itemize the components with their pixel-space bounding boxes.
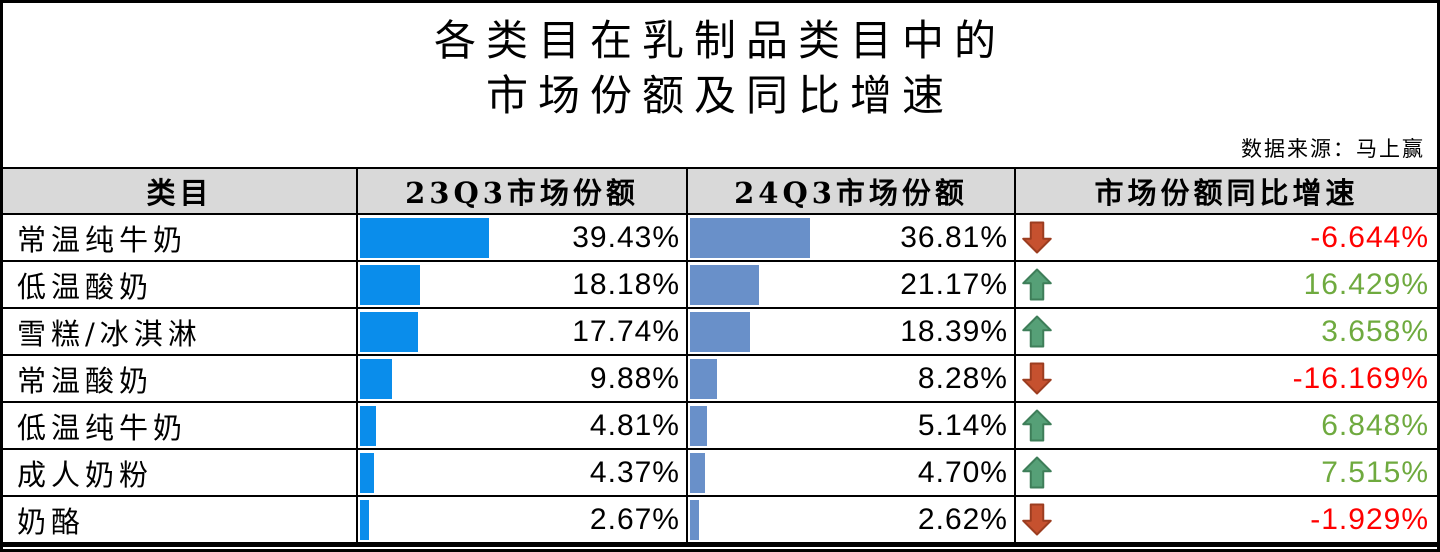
share-23q3-value: 39.43% — [572, 220, 680, 254]
data-bar-23q3 — [360, 312, 419, 352]
market-share-table: 类目 23Q3市场份额 24Q3市场份额 市场份额同比增速 常温纯牛奶 39.4… — [3, 167, 1437, 547]
share-23q3-value: 4.81% — [589, 408, 680, 442]
share-24q3-value: 36.81% — [900, 220, 1008, 254]
category-cell: 雪糕/冰淇淋 — [3, 309, 358, 356]
yoy-growth-value: -16.169% — [1292, 361, 1429, 395]
data-bar-23q3 — [360, 359, 393, 399]
trend-up-icon — [1022, 268, 1052, 301]
yoy-growth-cell: -1.929% — [1016, 497, 1437, 544]
share-23q3-value: 4.37% — [589, 455, 680, 489]
yoy-growth-value: 16.429% — [1303, 267, 1429, 301]
data-bar-24q3 — [690, 500, 699, 540]
share-23q3-cell: 18.18% — [358, 262, 688, 309]
data-bar-23q3 — [360, 218, 490, 258]
category-cell: 低温酸奶 — [3, 262, 358, 309]
trend-up-icon — [1022, 315, 1052, 348]
trend-indicator — [1022, 456, 1052, 489]
yoy-growth-value: -1.929% — [1310, 502, 1429, 536]
share-24q3-cell: 5.14% — [688, 403, 1016, 450]
trend-down-icon — [1022, 221, 1052, 254]
share-23q3-cell: 17.74% — [358, 309, 688, 356]
share-23q3-cell: 4.37% — [358, 450, 688, 497]
data-bar-24q3 — [690, 265, 759, 305]
data-bar-24q3 — [690, 359, 717, 399]
share-24q3-cell: 36.81% — [688, 215, 1016, 262]
share-24q3-value: 5.14% — [917, 408, 1008, 442]
yoy-growth-cell: 3.658% — [1016, 309, 1437, 356]
column-header-23q3-share: 23Q3市场份额 — [358, 169, 688, 215]
data-bar-24q3 — [690, 453, 706, 493]
trend-down-icon — [1022, 503, 1052, 536]
share-24q3-value: 2.62% — [917, 502, 1008, 536]
share-23q3-cell: 39.43% — [358, 215, 688, 262]
share-24q3-value: 4.70% — [917, 455, 1008, 489]
share-24q3-value: 21.17% — [900, 267, 1008, 301]
data-bar-23q3 — [360, 406, 376, 446]
data-bar-24q3 — [690, 312, 750, 352]
chart-title-line-2: 市场份额及同比增速 — [485, 71, 954, 121]
data-bar-23q3 — [360, 265, 420, 305]
data-bar-24q3 — [690, 218, 810, 258]
yoy-growth-cell: 7.515% — [1016, 450, 1437, 497]
trend-indicator — [1022, 409, 1052, 442]
share-24q3-value: 18.39% — [900, 314, 1008, 348]
share-24q3-cell: 8.28% — [688, 356, 1016, 403]
data-bar-23q3 — [360, 453, 375, 493]
share-24q3-cell: 4.70% — [688, 450, 1016, 497]
yoy-growth-cell: -16.169% — [1016, 356, 1437, 403]
column-header-24q3-share: 24Q3市场份额 — [688, 169, 1016, 215]
column-header-yoy-growth: 市场份额同比增速 — [1016, 169, 1437, 215]
trend-indicator — [1022, 221, 1052, 254]
yoy-growth-cell: -6.644% — [1016, 215, 1437, 262]
category-cell: 常温酸奶 — [3, 356, 358, 403]
trend-indicator — [1022, 362, 1052, 395]
yoy-growth-value: 3.658% — [1321, 314, 1429, 348]
yoy-growth-cell: 16.429% — [1016, 262, 1437, 309]
trend-indicator — [1022, 268, 1052, 301]
share-24q3-cell: 18.39% — [688, 309, 1016, 356]
share-24q3-cell: 2.62% — [688, 497, 1016, 544]
share-23q3-value: 18.18% — [572, 267, 680, 301]
trend-up-icon — [1022, 409, 1052, 442]
trend-up-icon — [1022, 456, 1052, 489]
category-cell: 奶酪 — [3, 497, 358, 544]
chart-title-line-1: 各类目在乳制品类目中的 — [433, 16, 1006, 65]
yoy-growth-value: 6.848% — [1321, 408, 1429, 442]
share-23q3-value: 2.67% — [589, 502, 680, 536]
data-bar-23q3 — [360, 500, 369, 540]
data-bar-24q3 — [690, 406, 707, 446]
share-24q3-value: 8.28% — [917, 361, 1008, 395]
chart-title: 各类目在乳制品类目中的 市场份额及同比增速 — [3, 3, 1437, 133]
trend-indicator — [1022, 503, 1052, 536]
share-23q3-cell: 4.81% — [358, 403, 688, 450]
category-cell: 常温纯牛奶 — [3, 215, 358, 262]
data-source-label: 数据来源：马上赢 — [1241, 137, 1425, 161]
yoy-growth-value: 7.515% — [1321, 455, 1429, 489]
yoy-growth-cell: 6.848% — [1016, 403, 1437, 450]
share-23q3-cell: 2.67% — [358, 497, 688, 544]
yoy-growth-value: -6.644% — [1310, 220, 1429, 254]
trend-down-icon — [1022, 362, 1052, 395]
category-cell: 成人奶粉 — [3, 450, 358, 497]
share-23q3-value: 17.74% — [572, 314, 680, 348]
share-23q3-cell: 9.88% — [358, 356, 688, 403]
share-24q3-cell: 21.17% — [688, 262, 1016, 309]
category-cell: 低温纯牛奶 — [3, 403, 358, 450]
trend-indicator — [1022, 315, 1052, 348]
column-header-category: 类目 — [3, 169, 358, 215]
share-23q3-value: 9.88% — [589, 361, 680, 395]
